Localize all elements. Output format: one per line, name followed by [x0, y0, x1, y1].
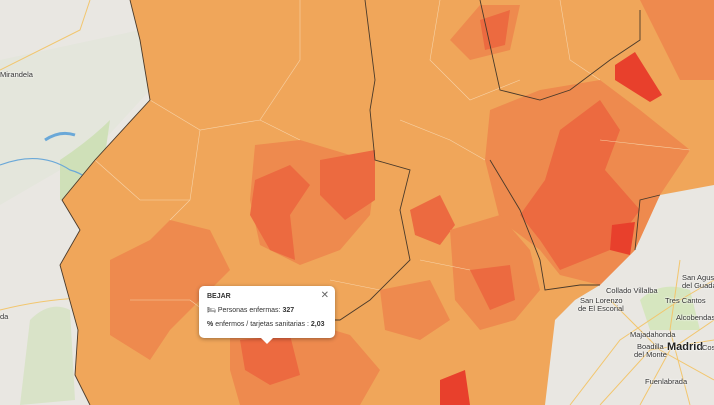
place-label: Majadahonda — [630, 330, 676, 339]
place-label: Mirandela — [0, 70, 33, 79]
place-label: da — [0, 312, 9, 321]
region-high — [410, 195, 455, 245]
popup-label: Personas enfermas: — [217, 307, 281, 314]
region-very-high — [610, 222, 635, 255]
region-mid — [640, 0, 714, 80]
place-label: Collado Villalba — [606, 286, 658, 295]
place-label: San Agustín — [682, 273, 714, 282]
region-high — [240, 335, 300, 385]
place-label: San Lorenzo — [580, 296, 623, 305]
place-label: de El Escorial — [578, 304, 624, 313]
region-high — [520, 100, 640, 270]
popup-value: 2,03 — [310, 321, 325, 328]
popup-label: enfermos / tarjetas sanitarias : — [215, 321, 309, 328]
popup-value: 327 — [282, 307, 295, 314]
place-label: Tres Cantos — [665, 296, 706, 305]
place-label: del Guadalix — [682, 281, 714, 290]
region-high — [250, 165, 310, 260]
place-label: Cosla — [702, 343, 714, 352]
region-high — [470, 265, 515, 310]
popup-title: BEJAR — [207, 293, 231, 300]
region-very-high — [615, 52, 662, 102]
place-label: Boadilla — [637, 342, 664, 351]
region-popup: BEJAR ✕ 🛏 Personas enfermas: 327 % enfer… — [199, 286, 335, 344]
region-polygons[interactable] — [60, 0, 714, 405]
region-very-high — [440, 370, 470, 405]
place-label-madrid: Madrid — [667, 341, 704, 353]
place-label: del Monte — [634, 350, 667, 359]
region-mid — [380, 280, 450, 340]
municipal-borders — [94, 0, 691, 331]
close-icon[interactable]: ✕ — [320, 290, 329, 301]
region-high — [320, 150, 375, 220]
region-mid — [110, 220, 230, 360]
place-label: Alcobendas — [676, 313, 714, 322]
region-high — [480, 10, 510, 50]
percent-icon: % — [207, 321, 214, 328]
popup-row-ratio: % enfermos / tarjetas sanitarias : 2,03 — [207, 321, 325, 328]
bed-icon: 🛏 — [207, 307, 216, 314]
place-label: Fuenlabrada — [645, 377, 688, 386]
province-borders — [59, 0, 661, 405]
popup-row-sick: 🛏 Personas enfermas: 327 — [207, 306, 294, 314]
